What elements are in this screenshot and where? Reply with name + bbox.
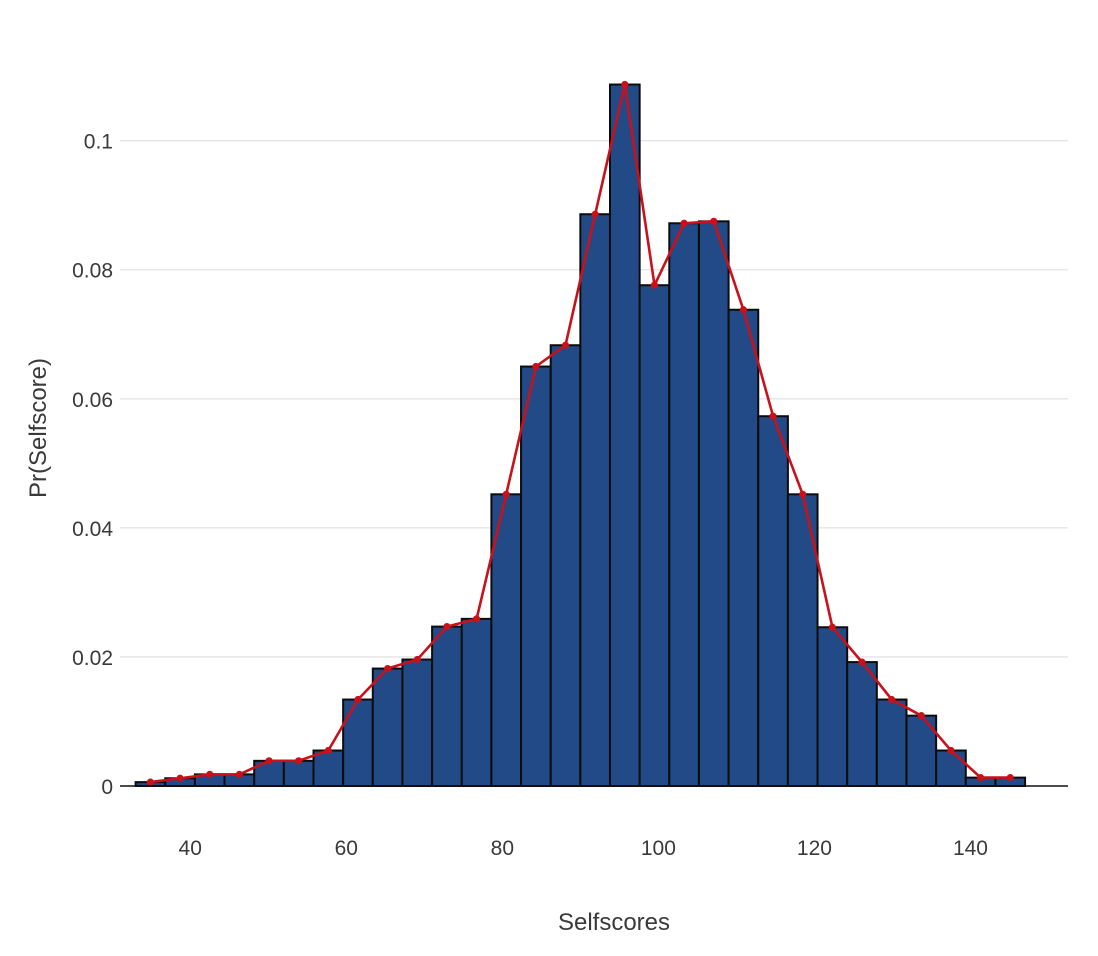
density-point [295,757,303,765]
histogram-bar [342,698,374,787]
density-point [413,655,421,664]
histogram-bar [757,415,789,787]
density-point [769,412,777,420]
density-point [206,770,214,778]
y-tick-label: 0.04 [72,518,113,541]
y-tick-label: 0 [101,776,113,799]
histogram-bar [816,626,849,787]
density-point [917,712,925,720]
x-tick-label: 100 [641,837,676,860]
density-point [977,774,985,782]
density-point [354,695,362,704]
density-point [739,306,748,314]
histogram-bar [520,365,552,787]
density-point [710,217,718,225]
density-point [947,746,955,755]
density-point [621,80,629,89]
histogram-bar [935,749,967,787]
histogram-bar [312,749,345,787]
density-point [384,664,392,673]
histogram-bar [846,661,878,788]
density-point [1006,774,1014,782]
histogram-bar [579,213,611,787]
density-point [472,615,481,623]
density-point [532,362,540,371]
density-point [858,658,866,666]
density-point [324,746,332,755]
y-tick-label: 0.08 [72,260,113,283]
density-point [650,281,659,289]
density-point [680,219,688,227]
histogram-bar [431,625,463,787]
histogram-bar [638,284,671,787]
x-axis-title: Selfscores [558,909,670,936]
histogram-bar [875,698,908,787]
density-point [176,774,184,782]
y-axis-title: Pr(Selfscore) [25,358,52,498]
histogram-bar [371,667,404,787]
density-point [502,490,510,498]
density-point [265,757,273,765]
histogram-bar [668,222,700,787]
histogram-bar [727,308,760,787]
histogram-bar [401,658,434,787]
x-tick-label: 140 [953,837,988,860]
density-point [443,623,451,631]
histogram-bar [460,617,493,787]
histogram-bar [282,759,315,787]
histogram-bar [608,83,641,788]
density-point [888,695,896,704]
x-tick-label: 120 [797,837,832,860]
density-point [828,623,836,631]
density-line [150,83,1011,784]
density-point [799,490,807,498]
x-tick-label: 60 [335,837,358,860]
x-tick-label: 40 [179,837,202,860]
density-point [561,341,570,349]
density-point [146,778,155,786]
y-tick-label: 0.06 [72,389,113,412]
histogram-bar [549,344,582,787]
density-point [235,770,243,778]
histogram-bar [697,220,730,788]
y-tick-label: 0.02 [72,647,113,670]
x-tick-label: 80 [491,837,514,860]
y-tick-label: 0.1 [84,131,113,154]
density-point [591,210,599,218]
